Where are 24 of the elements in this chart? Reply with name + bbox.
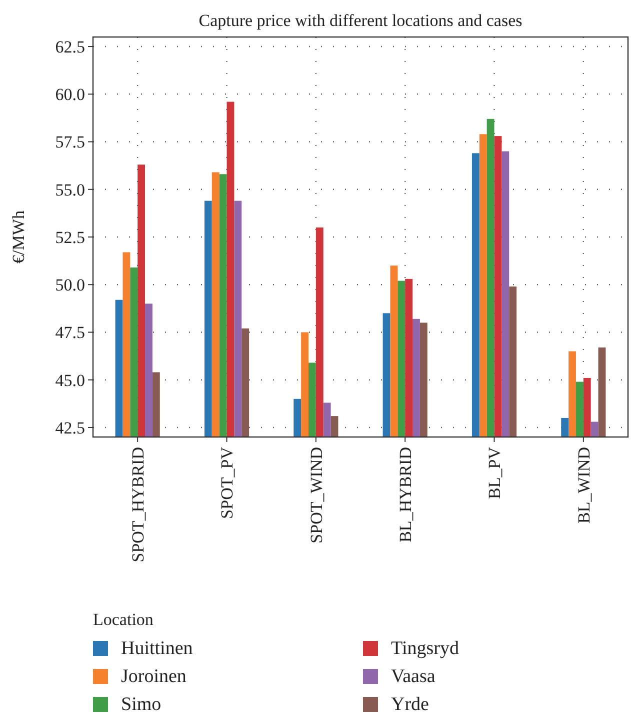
x-tick-label: BL_WIND — [574, 447, 594, 524]
y-tick-label: 45.0 — [55, 370, 85, 390]
legend-label: Joroinen — [121, 666, 187, 687]
y-tick-label: 47.5 — [55, 323, 85, 342]
x-tick-label: SPOT_PV — [218, 446, 237, 519]
y-tick-label: 42.5 — [55, 418, 85, 438]
y-tick-label: 50.0 — [55, 276, 85, 295]
chart-title: Capture price with different locations and cases — [198, 11, 522, 30]
y-tick-label: 57.5 — [55, 132, 85, 152]
y-axis-title: €/MWh — [9, 210, 28, 264]
x-tick-label: BL_HYBRID — [396, 447, 416, 542]
y-tick-label: 52.5 — [55, 228, 85, 247]
legend-label: Vaasa — [391, 666, 436, 687]
legend-label: Simo — [121, 694, 162, 715]
x-tick-label: BL_PV — [485, 446, 504, 499]
legend-label: Huittinen — [121, 638, 194, 659]
legend-label: Tingsryd — [391, 638, 460, 659]
y-tick-label: 60.0 — [55, 85, 85, 104]
legend-label: Yrde — [391, 694, 429, 715]
y-tick-label: 55.0 — [55, 180, 85, 200]
x-tick-label: SPOT_HYBRID — [128, 447, 148, 562]
legend-title: Location — [93, 610, 154, 629]
x-tick-label: SPOT_WIND — [306, 447, 326, 544]
y-tick-label: 62.5 — [55, 37, 85, 56]
